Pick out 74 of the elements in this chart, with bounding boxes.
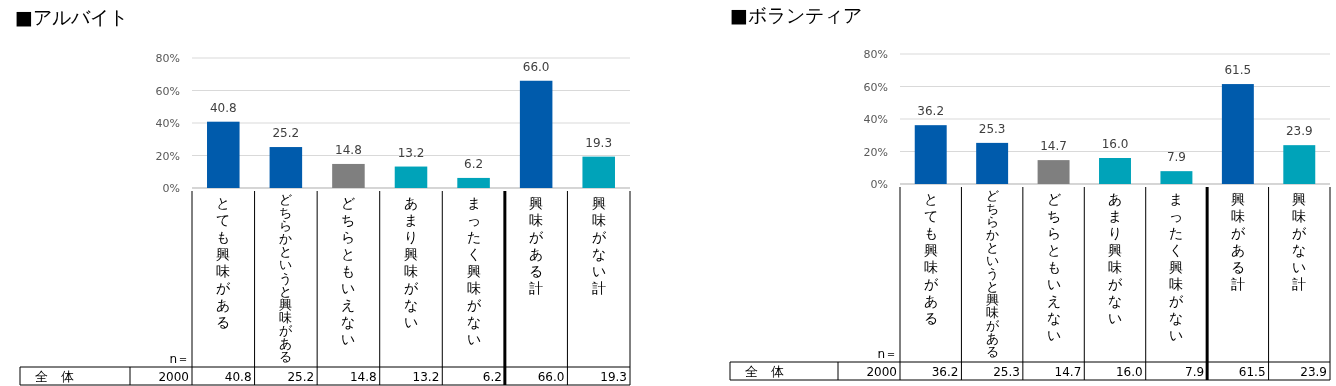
x-tick-label: とても興味がある (923, 191, 939, 326)
category-label: どちらかというと興味がある (279, 192, 293, 364)
text: 36.2 (917, 104, 945, 119)
category-label: どちらともいえない (341, 195, 356, 347)
data-label: 14.7 (1054, 365, 1082, 379)
y-tick-label: 60% (155, 84, 180, 98)
text: 25.2 (272, 126, 300, 141)
bar (976, 142, 1009, 184)
data-label: 25.2 (287, 370, 315, 384)
x-tick-label: とても興味がある (216, 195, 232, 330)
data-label: 19.3 (600, 370, 627, 384)
data-label: 25.3 (993, 365, 1020, 379)
x-tick-label: 興味がない計 (1292, 191, 1308, 292)
data-label: 66.0 (537, 370, 565, 384)
data-label: 40.8 (224, 370, 252, 384)
text: 7.9 (1166, 150, 1186, 165)
chart-title: ■アルバイト (15, 6, 128, 28)
data-label: 16.0 (1116, 365, 1143, 379)
bar (457, 177, 490, 188)
text: 23.9 (1285, 124, 1313, 139)
text: 全 体 (745, 364, 784, 379)
x-tick-label: あまり興味がない (404, 195, 419, 330)
y-tick-label: 60% (863, 80, 888, 94)
x-tick-label: あまり興味がない (1108, 191, 1123, 326)
bar (207, 121, 240, 188)
x-tick-label: 興味がある計 (529, 195, 545, 296)
bar (1099, 158, 1131, 184)
y-tick-label: 20% (863, 145, 888, 159)
y-tick-label: 80% (155, 52, 180, 65)
data-label: 6.2 (482, 370, 502, 384)
y-tick-label: 20% (155, 149, 180, 163)
category-label: まったく興味がない (1169, 191, 1184, 343)
text: 6.2 (464, 156, 484, 171)
chart-title: ■ボランティア (730, 4, 862, 26)
y-tick-label: 0% (162, 182, 180, 195)
data-label: 23.9 (1300, 365, 1327, 379)
x-tick-label: 興味がない計 (591, 195, 607, 296)
text: 2000 (158, 370, 189, 384)
bar (519, 80, 553, 188)
category-label: どちらかというと興味がある (985, 188, 999, 359)
data-label: 61.5 (1238, 365, 1266, 379)
bar (332, 163, 365, 188)
bar (582, 156, 615, 188)
category-label: まったく興味がない (466, 195, 481, 347)
bar (394, 166, 428, 188)
data-label: 13.2 (412, 370, 440, 384)
text: 16.0 (1101, 137, 1129, 151)
text: 14.8 (335, 142, 362, 157)
y-tick-label: 40% (155, 117, 180, 130)
text: 40.8 (209, 100, 237, 115)
category-label: どちらともいえない (1046, 191, 1061, 343)
bar (914, 125, 947, 184)
bar (269, 147, 303, 188)
bar (1221, 84, 1254, 184)
data-label: 7.9 (1185, 365, 1205, 379)
bar (1283, 145, 1316, 184)
text: 19.3 (585, 135, 613, 150)
bar (1037, 160, 1070, 184)
y-tick-label: 40% (863, 113, 888, 126)
text: 2000 (866, 365, 897, 379)
data-label: 36.2 (931, 365, 959, 379)
text: n＝ (169, 352, 189, 366)
y-tick-label: 0% (870, 178, 888, 191)
y-tick-label: 80% (863, 48, 888, 61)
text: 66.0 (522, 59, 550, 74)
text: n＝ (877, 347, 897, 361)
bar (1160, 171, 1193, 184)
text: 14.7 (1040, 139, 1067, 154)
text: 25.3 (978, 121, 1006, 136)
text: 61.5 (1224, 63, 1252, 78)
data-label: 14.8 (350, 370, 377, 384)
text: 全 体 (35, 369, 74, 384)
text: 13.2 (397, 145, 425, 160)
x-tick-label: 興味がある計 (1230, 191, 1246, 292)
